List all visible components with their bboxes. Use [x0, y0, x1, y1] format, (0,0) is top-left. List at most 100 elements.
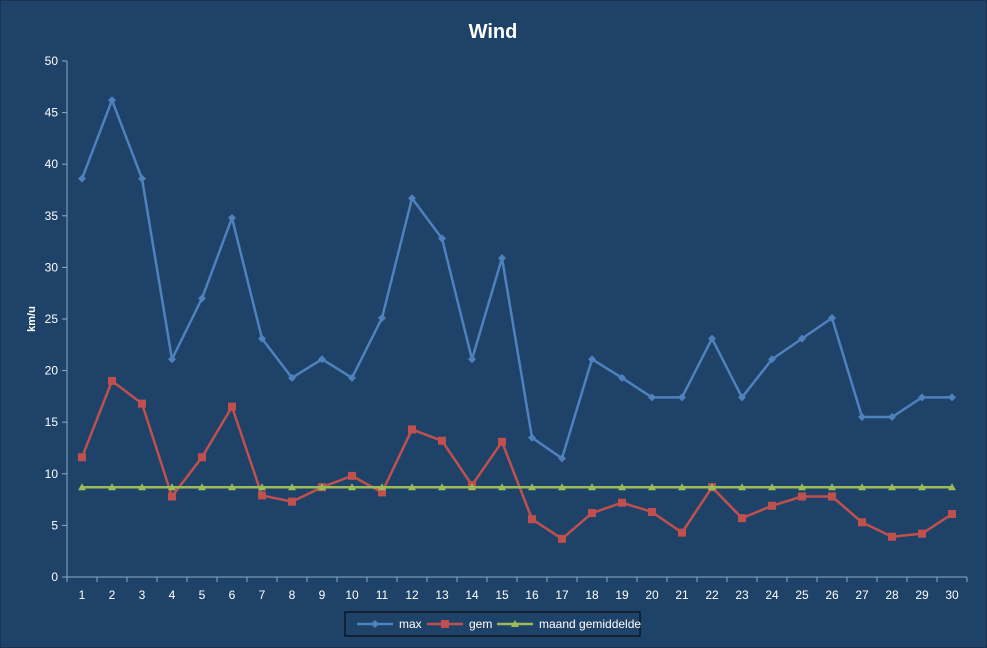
x-tick-label: 26: [825, 588, 839, 602]
y-tick-label: 10: [45, 467, 59, 481]
x-tick-label: 22: [705, 588, 719, 602]
data-point: [858, 413, 866, 422]
data-point: [528, 515, 536, 524]
y-tick-label: 40: [45, 157, 59, 171]
x-tick-label: 10: [345, 588, 359, 602]
data-point: [258, 491, 266, 500]
x-tick-label: 27: [855, 588, 869, 602]
data-point: [168, 483, 176, 491]
data-point: [438, 234, 446, 243]
data-point: [108, 96, 116, 105]
data-point: [198, 453, 206, 462]
data-point: [798, 483, 806, 491]
data-point: [648, 507, 656, 516]
data-point: [438, 483, 446, 491]
x-tick-label: 5: [199, 588, 206, 602]
data-point: [948, 510, 956, 519]
x-tick-label: 11: [376, 588, 389, 602]
data-point: [768, 483, 776, 491]
x-tick-label: 7: [259, 588, 266, 602]
series-line: [80, 98, 952, 460]
legend-label: max: [399, 617, 422, 631]
data-point: [738, 483, 746, 491]
x-tick-label: 12: [405, 588, 419, 602]
x-tick-label: 24: [765, 588, 779, 602]
x-tick-label: 13: [435, 588, 449, 602]
data-point: [558, 483, 566, 491]
data-point: [888, 532, 896, 541]
data-point: [498, 483, 506, 491]
x-tick-label: 21: [675, 588, 689, 602]
x-tick-label: 1: [79, 588, 86, 602]
y-tick-label: 45: [45, 106, 59, 120]
data-point: [318, 483, 326, 491]
x-tick-label: 25: [795, 588, 809, 602]
data-point: [738, 393, 746, 402]
legend-marker: [441, 620, 449, 628]
data-point: [378, 488, 386, 497]
data-point: [108, 376, 116, 385]
data-point: [588, 483, 596, 491]
data-point: [558, 454, 566, 463]
data-point: [648, 393, 656, 402]
data-point: [828, 492, 836, 501]
x-tick-label: 16: [525, 588, 539, 602]
data-point: [348, 471, 356, 480]
data-point: [408, 483, 416, 491]
data-point: [108, 483, 116, 491]
data-point: [858, 483, 866, 491]
x-tick-label: 18: [585, 588, 599, 602]
x-tick-labels: 1 2 3 4 5 6 7 8 9 10 11 12 13 14 15 16 17 18 19 20 21 22 23 24 2…: [66, 577, 968, 602]
data-point: [288, 497, 296, 506]
y-tick-label: 50: [45, 54, 59, 68]
data-point: [648, 483, 656, 491]
x-tick-label: 29: [915, 588, 929, 602]
x-tick-label: 20: [645, 588, 659, 602]
data-point: [798, 334, 806, 343]
data-point: [618, 373, 626, 382]
legend-label: gem: [469, 617, 492, 631]
x-tick-label: 3: [139, 588, 146, 602]
series-1: [78, 96, 956, 463]
legend-box: [344, 611, 641, 637]
data-point: [918, 393, 926, 402]
data-point: [468, 355, 476, 364]
data-point: [408, 194, 416, 203]
x-tick-label: 8: [289, 588, 296, 602]
data-point: [828, 313, 836, 322]
x-tick-label: 23: [735, 588, 749, 602]
series-line: [80, 379, 953, 541]
x-tick-label: 9: [319, 588, 326, 602]
legend-marker: [371, 620, 379, 628]
x-tick-label: 6: [229, 588, 236, 602]
data-point: [168, 355, 176, 364]
data-point: [138, 399, 146, 408]
y-tick-label: 20: [45, 364, 59, 378]
legend: max gem maand gemiddelde: [344, 611, 641, 637]
legend-item: max: [357, 617, 422, 631]
x-tick-label: 30: [945, 588, 959, 602]
data-point: [168, 492, 176, 501]
data-point: [198, 294, 206, 303]
data-point: [78, 174, 86, 183]
data-point: [918, 529, 926, 538]
data-point: [678, 528, 686, 537]
data-point: [888, 413, 896, 422]
data-point: [378, 483, 386, 491]
x-tick-label: 19: [615, 588, 629, 602]
data-point: [498, 437, 506, 446]
x-tick-label: 15: [495, 588, 509, 602]
y-tick-label: 30: [45, 260, 59, 274]
data-point: [618, 483, 626, 491]
data-point: [678, 393, 686, 402]
y-tick-label: 5: [51, 518, 58, 532]
x-tick-label: 4: [169, 588, 176, 602]
x-tick-label: 17: [555, 588, 569, 602]
data-point: [78, 483, 86, 491]
data-point: [318, 355, 326, 364]
data-point: [948, 393, 956, 402]
data-point: [798, 492, 806, 501]
x-tick-label: 2: [109, 588, 116, 602]
data-point: [258, 483, 266, 491]
